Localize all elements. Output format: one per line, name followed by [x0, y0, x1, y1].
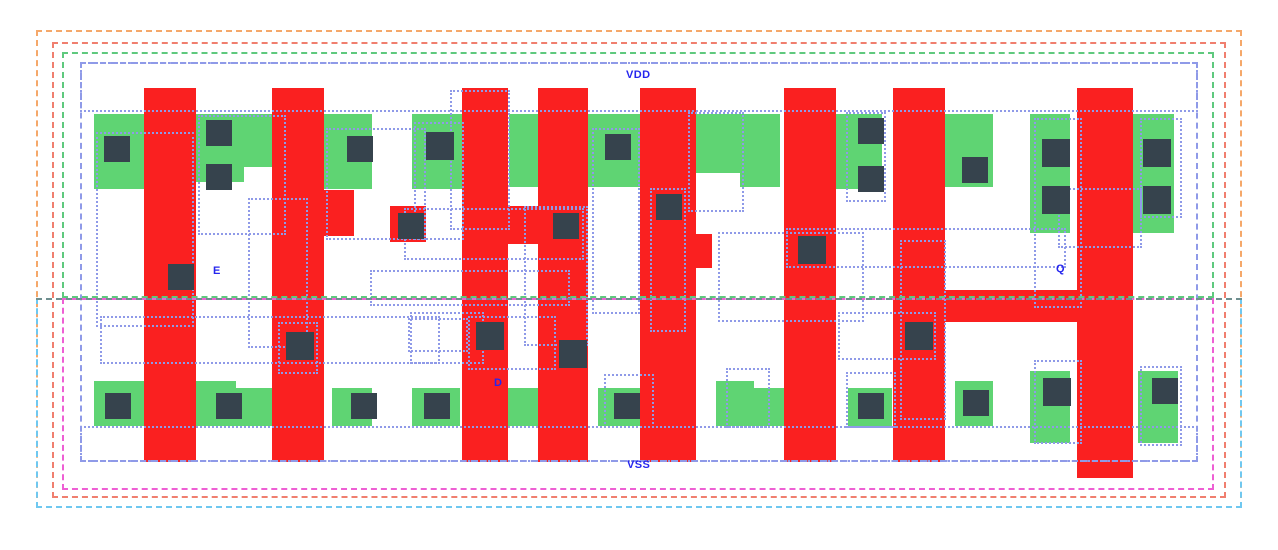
contact-2[interactable] — [206, 120, 232, 146]
port-label-d[interactable]: D — [494, 377, 503, 389]
contact-4[interactable] — [347, 136, 373, 162]
contact-12[interactable] — [1143, 139, 1171, 167]
contact-15[interactable] — [553, 213, 579, 239]
port-label-vdd[interactable]: VDD — [626, 69, 651, 81]
contact-29[interactable] — [963, 390, 989, 416]
port-label-e[interactable]: E — [213, 265, 221, 277]
m1-net-l[interactable] — [718, 232, 864, 322]
m1-net-q[interactable] — [1034, 118, 1082, 308]
contact-16[interactable] — [656, 194, 682, 220]
contact-5[interactable] — [426, 132, 454, 160]
poly-bar-10[interactable] — [640, 234, 712, 268]
pdiff-10[interactable] — [740, 114, 780, 187]
port-label-vss[interactable]: VSS — [627, 459, 651, 471]
port-label-q[interactable]: Q — [1056, 263, 1065, 275]
m1-net-m[interactable] — [786, 228, 1066, 268]
m1-net-aa[interactable] — [1034, 360, 1082, 444]
contact-7[interactable] — [858, 118, 884, 144]
m1-net-h[interactable] — [524, 206, 588, 346]
contact-3[interactable] — [206, 164, 232, 190]
m1-net-a[interactable] — [96, 132, 194, 327]
m1-net-ad[interactable] — [408, 318, 468, 352]
m1-net-g[interactable] — [450, 90, 510, 230]
contact-10[interactable] — [1042, 139, 1070, 167]
contact-30[interactable] — [1043, 378, 1071, 406]
contact-17[interactable] — [798, 236, 826, 264]
contact-1[interactable] — [104, 136, 130, 162]
m1-net-x[interactable] — [604, 374, 654, 428]
m1-net-ac[interactable] — [370, 270, 570, 306]
m1-net-t[interactable] — [100, 316, 440, 364]
ndiff-9[interactable] — [740, 388, 786, 426]
m1-net-f[interactable] — [414, 122, 464, 240]
pdiff-9[interactable] — [690, 114, 740, 173]
contact-22[interactable] — [905, 322, 933, 350]
m1-net-z[interactable] — [846, 372, 896, 428]
contact-21[interactable] — [559, 340, 587, 368]
poly-bar-14[interactable] — [1077, 88, 1133, 478]
m1-net-ab[interactable] — [1140, 366, 1182, 446]
m1-net-p[interactable] — [900, 240, 946, 420]
poly-bar-2[interactable] — [272, 88, 324, 462]
m1-net-i[interactable] — [592, 128, 640, 314]
m1-net-u[interactable] — [278, 322, 318, 374]
contact-26[interactable] — [424, 393, 450, 419]
poly-bar-5[interactable] — [462, 88, 508, 462]
m1-net-w[interactable] — [468, 316, 556, 370]
contact-9[interactable] — [962, 157, 988, 183]
metal1-outer-blue — [80, 62, 1198, 462]
cell-boundary-red — [52, 42, 1226, 498]
contact-14[interactable] — [398, 213, 424, 239]
poly-bar-11[interactable] — [784, 88, 836, 462]
contact-18[interactable] — [168, 264, 194, 290]
contact-20[interactable] — [476, 322, 504, 350]
nwell-boundary-green — [62, 52, 1214, 298]
contact-25[interactable] — [351, 393, 377, 419]
contact-11[interactable] — [1042, 186, 1070, 214]
m1-net-o[interactable] — [838, 312, 936, 360]
contact-27[interactable] — [614, 393, 640, 419]
well-divider-line — [36, 298, 1242, 300]
contact-6[interactable] — [605, 134, 631, 160]
m1-net-j[interactable] — [650, 188, 686, 332]
m1-net-k[interactable] — [688, 112, 744, 212]
contact-23[interactable] — [105, 393, 131, 419]
contact-8[interactable] — [858, 166, 884, 192]
poly-bar-7[interactable] — [538, 88, 588, 462]
poly-bar-8[interactable] — [640, 88, 696, 462]
m1-net-y[interactable] — [726, 368, 770, 428]
m1-net-d[interactable] — [326, 128, 426, 240]
contact-28[interactable] — [858, 393, 884, 419]
m1-net-s[interactable] — [1140, 118, 1182, 218]
m1-net-b[interactable] — [198, 115, 286, 235]
contact-13[interactable] — [1143, 186, 1171, 214]
m1-net-n[interactable] — [846, 112, 886, 202]
contact-31[interactable] — [1152, 378, 1178, 404]
contact-19[interactable] — [286, 332, 314, 360]
m1-net-r[interactable] — [1058, 188, 1142, 248]
contact-24[interactable] — [216, 393, 242, 419]
